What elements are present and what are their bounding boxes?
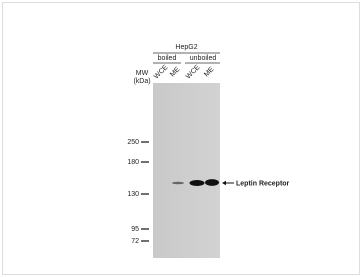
band (190, 180, 205, 186)
mw-label: (kDa) (133, 78, 150, 85)
marker-label: 250 (127, 139, 139, 146)
blot (153, 83, 220, 258)
band (205, 179, 219, 186)
band-faint (172, 182, 184, 184)
group-label: boiled (158, 55, 177, 62)
mw-label: MW (136, 70, 149, 77)
cell-line-label: HepG2 (175, 44, 197, 51)
figure: HepG2 boiled unboiled WCEMEWCEME MW (kDa… (0, 0, 362, 277)
marker-label: 95 (131, 226, 139, 233)
marker-label: 130 (127, 191, 139, 198)
target-label: Leptin Receptor (236, 180, 290, 187)
marker-label: 180 (127, 159, 139, 166)
marker-label: 72 (131, 238, 139, 245)
page: HepG2 boiled unboiled WCEMEWCEME MW (kDa… (0, 0, 362, 277)
group-label: unboiled (190, 55, 217, 62)
